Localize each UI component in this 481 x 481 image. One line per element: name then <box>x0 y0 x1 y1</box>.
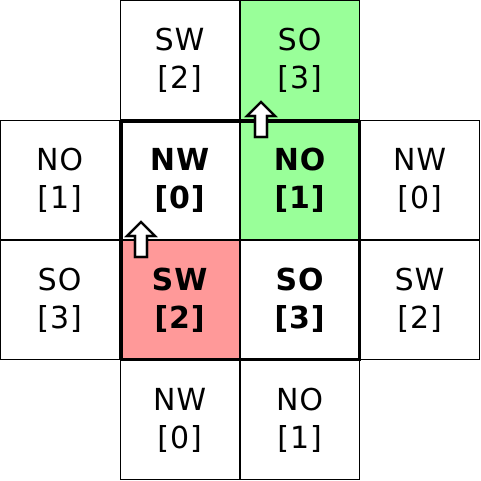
cell-index: [3] <box>37 301 83 336</box>
cell-center-sw: SW [2] <box>120 240 240 360</box>
cell-center-nw: NW [0] <box>120 120 240 240</box>
cell-bottom-no: NO [1] <box>240 360 360 480</box>
cell-center-no: NO [1] <box>240 120 360 240</box>
cell-label: NW <box>152 383 208 418</box>
cell-index: [3] <box>277 61 323 96</box>
cell-top-so: SO [3] <box>240 0 360 120</box>
cell-label: SO <box>37 263 83 298</box>
cell-label: NO <box>275 383 325 418</box>
cell-label: SO <box>277 23 323 58</box>
cell-right-nw: NW [0] <box>360 120 480 240</box>
cell-label: NO <box>273 143 327 178</box>
cell-right-sw: SW [2] <box>360 240 480 360</box>
cell-index: [1] <box>277 421 323 456</box>
cell-top-sw: SW [2] <box>120 0 240 120</box>
cell-index: [3] <box>274 301 326 336</box>
cell-index: [1] <box>274 181 326 216</box>
cell-label: SO <box>275 263 325 298</box>
cell-index: [2] <box>154 301 206 336</box>
cell-label: NW <box>392 143 448 178</box>
cell-label: SW <box>394 263 446 298</box>
cell-bottom-nw: NW [0] <box>120 360 240 480</box>
cell-index: [0] <box>157 421 203 456</box>
cell-index: [2] <box>397 301 443 336</box>
cell-index: [0] <box>397 181 443 216</box>
cell-index: [2] <box>157 61 203 96</box>
cell-label: SW <box>151 263 209 298</box>
cell-center-so: SO [3] <box>240 240 360 360</box>
cell-label: NO <box>35 143 85 178</box>
cell-left-no: NO [1] <box>0 120 120 240</box>
cell-index: [0] <box>154 181 206 216</box>
cell-label: SW <box>154 23 206 58</box>
cell-index: [1] <box>37 181 83 216</box>
cell-left-so: SO [3] <box>0 240 120 360</box>
cell-label: NW <box>149 143 211 178</box>
